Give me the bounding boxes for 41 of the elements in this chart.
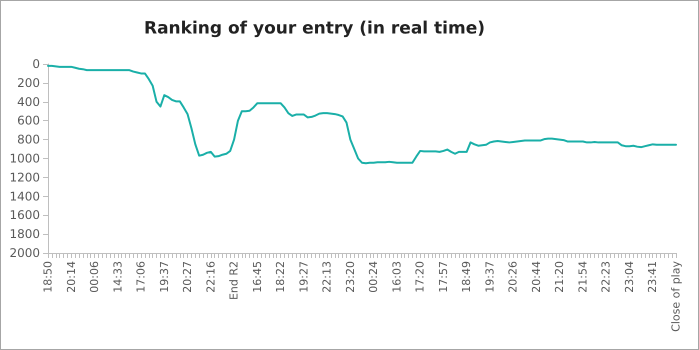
y-tick-label: 600 <box>17 114 40 128</box>
x-tick-label: 16:03 <box>390 261 404 293</box>
x-tick-label: 23:20 <box>344 261 357 293</box>
x-tick-label: 23:04 <box>622 261 636 293</box>
chart-title: Ranking of your entry (in real time) <box>144 18 486 38</box>
y-tick-label: 400 <box>17 94 40 109</box>
x-tick-label: 18:50 <box>42 261 54 293</box>
x-tick-label: 19:27 <box>297 261 310 293</box>
x-tick-label: 20:26 <box>506 261 520 293</box>
x-tick-label: 17:57 <box>436 261 450 293</box>
y-tick-label: 200 <box>17 76 40 90</box>
x-tick-label: 14:33 <box>111 261 124 293</box>
x-tick-label: 23:41 <box>646 261 660 293</box>
x-tick-label: 18:22 <box>274 261 288 293</box>
x-tick-label: 00:24 <box>367 261 380 293</box>
x-tick-label: 19:37 <box>158 261 171 293</box>
x-tick-label: 17:20 <box>414 261 427 293</box>
y-tick-label: 1400 <box>9 189 40 204</box>
line-series <box>47 64 677 164</box>
x-tick-label: 21:20 <box>553 261 566 293</box>
x-tick-label: 21:54 <box>576 261 590 293</box>
y-tick-label: 1800 <box>9 227 40 242</box>
x-tick-label: 19:37 <box>483 261 496 293</box>
x-tick-label: 17:06 <box>134 261 148 293</box>
x-tick-label: 20:44 <box>530 261 543 293</box>
x-tick-label: 16:45 <box>250 261 264 293</box>
x-tick-label: Close of play <box>670 260 682 332</box>
x-tick-label: 20:27 <box>181 261 194 293</box>
y-tick-label: 1600 <box>9 208 40 222</box>
y-tick-label: 1000 <box>9 152 40 166</box>
x-tick-label: 22:23 <box>600 261 613 293</box>
y-tick-label: 1200 <box>9 170 40 184</box>
y-tick-label: 800 <box>17 132 40 147</box>
x-tick-label: 22:13 <box>320 261 334 293</box>
y-tick-label: 0 <box>32 57 40 71</box>
x-tick-label: 00:06 <box>88 261 102 293</box>
x-tick-label: 22:16 <box>204 261 218 293</box>
x-tick-label: 18:49 <box>460 261 474 293</box>
x-tick-label: 20:14 <box>64 261 78 293</box>
x-tick-label: End R2 <box>228 261 241 300</box>
y-tick-label: 2000 <box>9 246 40 260</box>
